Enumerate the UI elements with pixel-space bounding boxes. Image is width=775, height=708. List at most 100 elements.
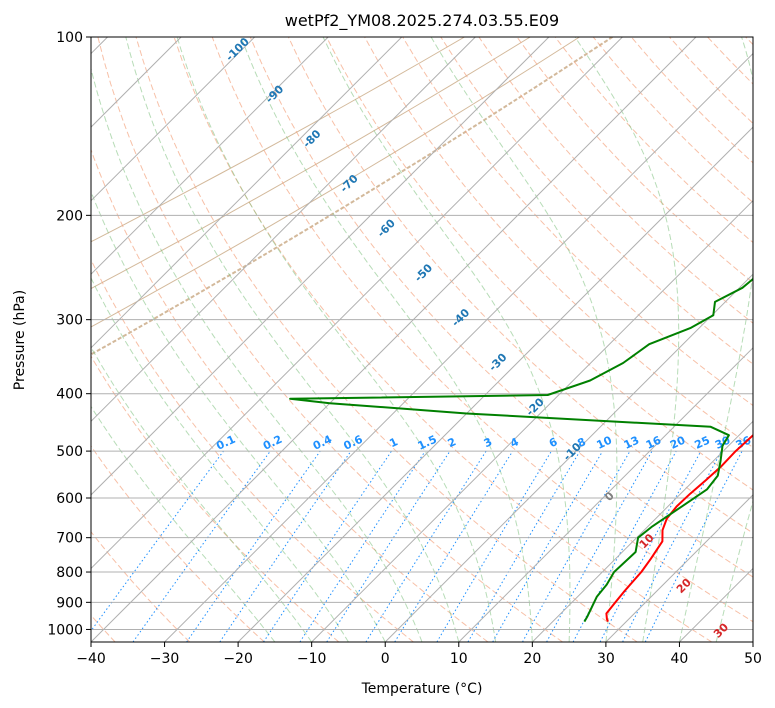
isotherm-line <box>91 37 476 423</box>
isotherm-line <box>531 420 753 642</box>
x-tick-label: −20 <box>223 651 253 667</box>
isotherm-label: 40 <box>748 665 768 685</box>
hydrostatic-curve <box>91 37 580 328</box>
y-axis-label: Pressure (hPa) <box>12 290 28 390</box>
isotherm-line <box>458 347 753 642</box>
isotherm-label: -30 <box>486 351 509 374</box>
x-tick-label: −10 <box>297 651 327 667</box>
isotherm-line <box>237 126 753 642</box>
mixing-ratio-label: 4 <box>508 435 521 450</box>
mixing-ratio-label: 1 <box>387 435 399 450</box>
mixing-ratio-label: 13 <box>622 434 641 452</box>
mixing-ratio-line <box>326 450 451 642</box>
moist-adiabat <box>91 346 313 642</box>
plot-area: -100-90-80-70-60-50-40-30-20-10010203040… <box>91 35 768 685</box>
mixing-ratio-label: 1.5 <box>416 433 439 453</box>
mixing-ratio-line <box>186 450 321 642</box>
moist-adiabat <box>430 37 618 642</box>
dry-adiabat <box>478 37 753 324</box>
mixing-ratio-label: 10 <box>595 433 615 451</box>
mixing-ratio-line <box>467 450 581 642</box>
temperature-line <box>605 434 753 622</box>
y-tick-label: 1000 <box>47 622 83 638</box>
dry-adiabat <box>135 37 638 642</box>
dry-adiabat <box>707 37 753 85</box>
isotherm-line <box>164 52 753 642</box>
x-tick-label: 20 <box>523 651 541 667</box>
x-tick-label: 10 <box>450 651 468 667</box>
mixing-ratio-label: 3 <box>482 435 494 450</box>
isotherm-line <box>311 199 753 642</box>
dry-adiabat <box>440 37 753 365</box>
skewed-isotherms <box>91 37 753 642</box>
moist-adiabat <box>91 276 349 642</box>
chart-title: wetPf2_YM08.2025.274.03.55.E09 <box>285 11 559 31</box>
dry-adiabat <box>211 37 753 623</box>
mixing-ratio-label: 2 <box>446 435 458 450</box>
mixing-ratio-label: 25 <box>693 434 712 452</box>
isotherm-label: -50 <box>412 261 435 284</box>
dry-adiabat <box>592 37 753 204</box>
moist-adiabats <box>91 37 753 642</box>
y-tick-label: 200 <box>56 208 83 224</box>
isotherm-line <box>91 37 550 496</box>
x-tick-label: −40 <box>76 651 106 667</box>
isotherm-line <box>91 37 403 349</box>
mixing-ratio-label: 0.2 <box>261 433 284 453</box>
moist-adiabat <box>125 37 460 642</box>
isotherm-label: -20 <box>524 395 547 418</box>
mixing-ratio-line <box>91 450 224 632</box>
isotherm-label: -60 <box>375 216 398 239</box>
y-tick-label: 500 <box>56 444 83 460</box>
hydrostatic-curve <box>91 37 531 290</box>
mixing-ratio-line <box>299 450 426 642</box>
isotherm-label: 20 <box>674 576 694 596</box>
dry-adiabat <box>402 37 753 407</box>
moist-adiabat <box>322 37 571 642</box>
plot-frame <box>90 36 754 643</box>
y-tick-label: 100 <box>56 30 83 46</box>
moist-adiabat <box>176 37 497 642</box>
grid-lines <box>91 37 753 630</box>
hydrostatic-curve <box>91 37 613 356</box>
y-tick-label: 600 <box>56 491 83 507</box>
dry-adiabat <box>249 37 753 578</box>
mixing-ratio-line <box>394 450 514 642</box>
x-tick-label: −30 <box>150 651 180 667</box>
y-tick-label: 800 <box>56 565 83 581</box>
x-tick-label: 0 <box>381 651 390 667</box>
hydrostatic-curve <box>91 37 465 243</box>
x-tick-label: 40 <box>671 651 689 667</box>
dry-adiabat <box>97 37 563 642</box>
moist-adiabat <box>715 498 753 642</box>
mixing-ratio-label: 6 <box>547 435 560 450</box>
mixing-ratio-label: 0.1 <box>214 433 237 453</box>
dry-adiabat <box>91 258 414 642</box>
mixing-ratio-label: 0.4 <box>311 433 334 453</box>
moist-adiabat <box>240 37 533 642</box>
hydrostatic-curves <box>91 37 613 356</box>
x-axis: −40 −30 −20 −10 0 10 20 30 40 50 <box>76 642 762 667</box>
mixing-ratio-line <box>263 450 392 642</box>
dry-adiabat <box>91 531 191 642</box>
isotherm-label: 30 <box>711 620 731 640</box>
isotherm-label: -100 <box>223 35 252 64</box>
y-tick-label: 700 <box>56 531 83 547</box>
dry-adiabat <box>91 445 265 642</box>
series-group <box>289 277 753 623</box>
isotherm-line <box>384 273 753 642</box>
mixing-ratio-line <box>522 450 631 642</box>
mixing-ratio-line <box>644 450 743 642</box>
y-tick-label: 900 <box>56 595 83 611</box>
isotherm-line <box>91 37 623 570</box>
mixing-ratio-line <box>132 450 271 642</box>
isotherm-line <box>91 37 256 202</box>
mixing-ratio-label: 16 <box>644 433 664 451</box>
moist-adiabat <box>91 405 276 642</box>
dry-adiabat <box>91 148 489 642</box>
moist-adiabat <box>91 66 423 642</box>
mixing-ratio-line <box>219 450 352 642</box>
moist-adiabat <box>574 37 680 642</box>
isotherm-label: -90 <box>263 82 286 105</box>
